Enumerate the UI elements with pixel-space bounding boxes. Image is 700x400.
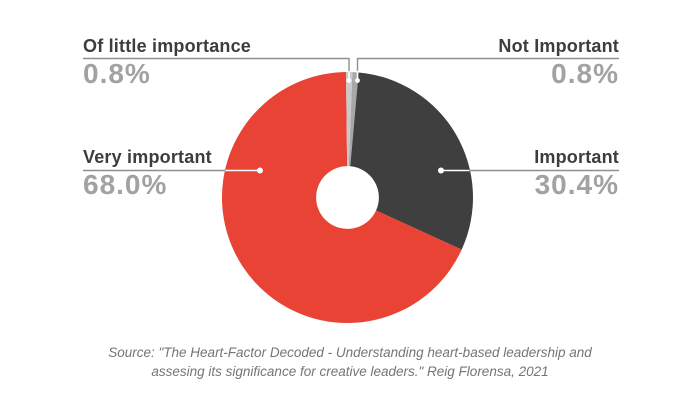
slice-label-not-important: Not Important — [498, 36, 619, 56]
leader-dot-important — [438, 167, 444, 174]
slice-value-not-important: 0.8% — [551, 58, 619, 89]
donut-slice-not-important — [348, 72, 359, 167]
leader-dot-very-important — [257, 167, 263, 174]
slice-value-very-important: 68.0% — [83, 169, 168, 200]
source-note: Source: "The Heart-Factor Decoded - Unde… — [0, 343, 700, 381]
leader-line-of-little-importance — [83, 57, 350, 72]
source-line-2: assesing its significance for creative l… — [151, 364, 549, 379]
slice-value-of-little-importance: 0.8% — [83, 58, 151, 89]
leader-line-tips — [225, 70, 470, 172]
callout-of-little-importance: Of little importance 0.8% — [83, 36, 252, 89]
callout-very-important: Very important 68.0% — [83, 147, 212, 200]
leader-dot-of-little-importance — [346, 78, 352, 83]
donut-slice-of-little-importance — [346, 72, 353, 167]
donut — [221, 72, 473, 324]
source-line-1: Source: "The Heart-Factor Decoded - Unde… — [108, 345, 592, 360]
leader-lines — [83, 57, 619, 172]
donut-slice-very-important — [221, 72, 462, 324]
leader-dots — [257, 78, 444, 174]
slice-label-very-important: Very important — [83, 147, 212, 167]
callout-important: Important 30.4% — [534, 147, 619, 200]
leader-line-not-important — [356, 57, 619, 72]
leader-dot-not-important — [355, 78, 360, 83]
slice-label-of-little-importance: Of little importance — [83, 36, 252, 56]
slice-label-important: Important — [534, 147, 619, 167]
slice-value-important: 30.4% — [534, 169, 619, 200]
callout-not-important: Not Important 0.8% — [498, 36, 619, 89]
donut-slice-important — [350, 72, 473, 250]
